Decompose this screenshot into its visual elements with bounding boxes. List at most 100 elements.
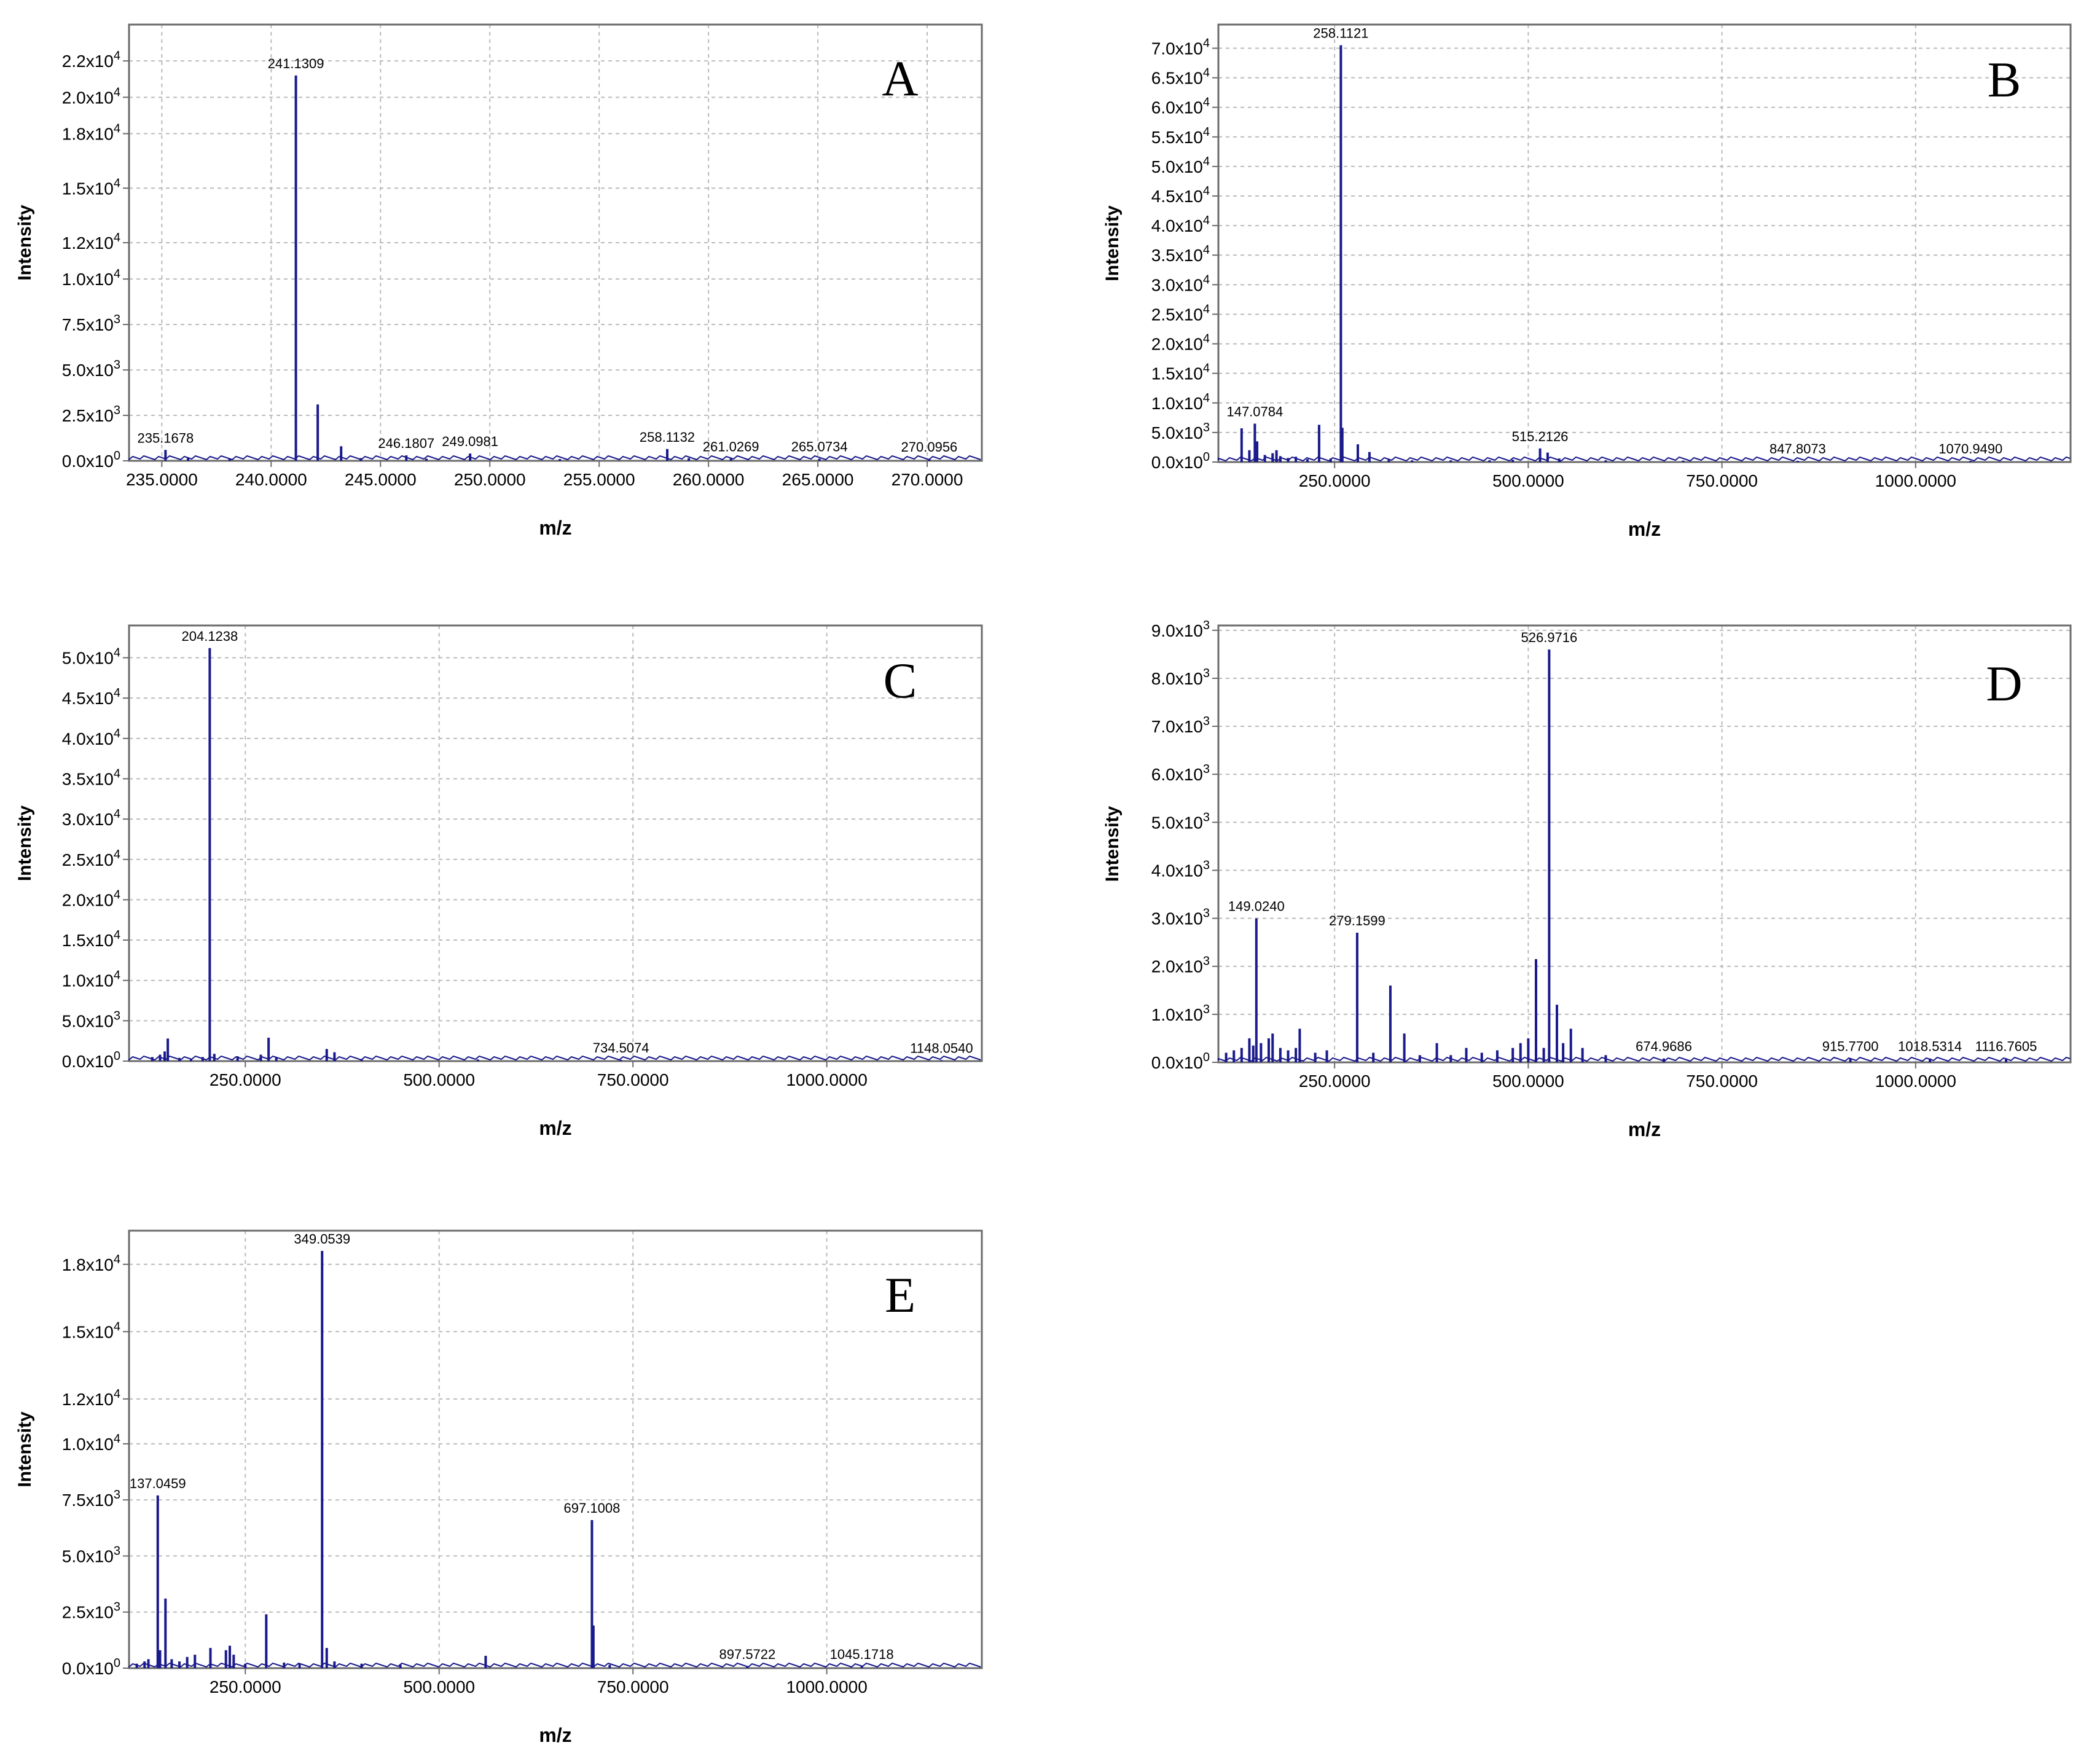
peak-label: 249.0981: [442, 434, 498, 449]
x-tick-label: 750.0000: [1686, 1072, 1758, 1091]
y-tick-mantissa: 0.0x10: [1151, 453, 1203, 472]
y-tick-label: 7.5x103: [62, 1488, 120, 1510]
y-tick-mantissa: 1.2x10: [62, 1390, 114, 1409]
y-tick-mantissa: 0.0x10: [62, 452, 114, 471]
panel-letter: D: [1986, 656, 2022, 711]
x-axis-title: m/z: [1628, 1118, 1661, 1140]
y-tick-label: 4.5x104: [1151, 184, 1210, 206]
y-tick-exponent: 4: [114, 686, 120, 700]
y-tick-mantissa: 9.0x10: [1151, 621, 1203, 640]
y-tick-exponent: 4: [114, 848, 120, 861]
y-tick-exponent: 3: [114, 1601, 120, 1614]
y-tick-label: 2.5x104: [1151, 302, 1210, 324]
y-tick-label: 0.0x100: [62, 1049, 120, 1071]
x-tick-label: 250.0000: [210, 1677, 281, 1696]
y-tick-exponent: 4: [1203, 36, 1210, 50]
y-tick-exponent: 3: [1203, 955, 1210, 968]
y-tick-label: 2.2x104: [62, 49, 120, 71]
peak-label: 1070.9490: [1938, 441, 2002, 457]
y-tick-mantissa: 1.2x10: [62, 233, 114, 253]
baseline-trace: [128, 1662, 981, 1669]
y-tick-mantissa: 5.0x10: [1151, 423, 1203, 442]
y-tick-exponent: 4: [1203, 302, 1210, 316]
y-tick-label: 0.0x100: [62, 449, 120, 471]
x-axis-title: m/z: [539, 1117, 571, 1139]
y-tick-mantissa: 1.0x10: [62, 270, 114, 289]
y-tick-mantissa: 2.5x10: [62, 406, 114, 425]
y-tick-exponent: 4: [114, 727, 120, 740]
y-tick-label: 1.5x104: [62, 176, 120, 198]
peak-label: 526.9716: [1521, 630, 1577, 645]
y-tick-exponent: 0: [1203, 450, 1210, 464]
y-tick-exponent: 3: [1203, 762, 1210, 776]
y-tick-exponent: 3: [114, 1009, 120, 1022]
y-tick-exponent: 3: [1203, 667, 1210, 680]
y-tick-exponent: 3: [1203, 715, 1210, 728]
y-tick-exponent: 3: [114, 358, 120, 372]
y-tick-label: 0.0x100: [1151, 450, 1210, 472]
x-axis-title: m/z: [539, 517, 571, 539]
y-tick-mantissa: 5.5x10: [1151, 128, 1203, 147]
y-tick-mantissa: 1.0x10: [1151, 1005, 1203, 1024]
y-tick-label: 4.0x104: [1151, 214, 1210, 235]
y-tick-label: 1.0x103: [1151, 1003, 1210, 1024]
panel-letter: B: [1988, 52, 2021, 108]
peak-label: 1116.7605: [1975, 1039, 2037, 1054]
peak-label: 241.1309: [268, 56, 324, 71]
y-tick-label: 5.0x103: [1151, 421, 1210, 442]
x-tick-label: 1000.0000: [786, 1070, 867, 1089]
y-tick-mantissa: 5.0x10: [62, 1546, 114, 1566]
baseline-trace: [128, 455, 981, 461]
y-tick-mantissa: 7.0x10: [1151, 717, 1203, 736]
y-tick-exponent: 3: [1203, 810, 1210, 824]
x-tick-label: 1000.0000: [786, 1677, 867, 1696]
y-tick-exponent: 4: [1203, 214, 1210, 227]
y-tick-mantissa: 7.5x10: [62, 315, 114, 334]
y-axis-title: Intensity: [1102, 806, 1123, 882]
y-tick-label: 1.8x104: [62, 1253, 120, 1274]
x-tick-label: 1000.0000: [1875, 471, 1956, 490]
y-tick-exponent: 0: [1203, 1051, 1210, 1064]
x-tick-label: 500.0000: [1492, 1072, 1564, 1091]
y-tick-mantissa: 2.5x10: [62, 1603, 114, 1622]
peak-label: 897.5722: [719, 1647, 776, 1662]
y-tick-label: 1.5x104: [62, 928, 120, 950]
peak-label: 1045.1718: [830, 1647, 894, 1662]
y-tick-mantissa: 3.0x10: [1151, 909, 1203, 928]
x-tick-label: 265.0000: [782, 470, 854, 489]
y-tick-mantissa: 2.5x10: [1151, 305, 1203, 324]
y-tick-label: 4.5x104: [62, 686, 120, 708]
y-tick-label: 5.0x103: [1151, 810, 1210, 832]
panel-d: 526.9716 149.0240 279.1599 674.9686 915.7700…: [1102, 619, 2072, 1140]
y-tick-label: 5.0x103: [62, 1009, 120, 1030]
y-tick-exponent: 3: [114, 313, 120, 326]
peak-label: 147.0784: [1226, 404, 1283, 419]
y-tick-label: 3.5x104: [1151, 243, 1210, 265]
y-axis-title: Intensity: [15, 806, 35, 882]
y-tick-exponent: 4: [1203, 332, 1210, 346]
y-tick-mantissa: 3.5x10: [62, 769, 114, 788]
x-tick-label: 250.0000: [1299, 1072, 1371, 1091]
panel-letter: A: [882, 50, 918, 106]
y-tick-exponent: 4: [114, 1320, 120, 1333]
y-tick-exponent: 3: [114, 1488, 120, 1502]
y-tick-label: 1.2x104: [62, 231, 120, 253]
peak-label: 734.5074: [593, 1040, 649, 1056]
y-tick-exponent: 4: [114, 176, 120, 190]
y-tick-exponent: 4: [114, 85, 120, 99]
y-tick-exponent: 3: [114, 1544, 120, 1558]
y-tick-label: 7.0x104: [1151, 36, 1210, 58]
y-tick-label: 1.0x104: [62, 1432, 120, 1454]
y-tick-exponent: 4: [1203, 362, 1210, 375]
plot-area: [1218, 625, 2071, 1062]
x-tick-label: 750.0000: [597, 1070, 669, 1089]
y-tick-label: 1.5x104: [62, 1320, 120, 1341]
y-tick-mantissa: 8.0x10: [1151, 669, 1203, 688]
x-tick-label: 500.0000: [403, 1070, 475, 1089]
y-tick-exponent: 4: [114, 49, 120, 63]
y-tick-exponent: 3: [1203, 907, 1210, 920]
y-tick-mantissa: 1.5x10: [62, 931, 114, 950]
y-axis-title: Intensity: [1102, 205, 1123, 281]
plot-frame: [128, 624, 983, 1062]
peak-label: 258.1121: [1313, 26, 1368, 41]
